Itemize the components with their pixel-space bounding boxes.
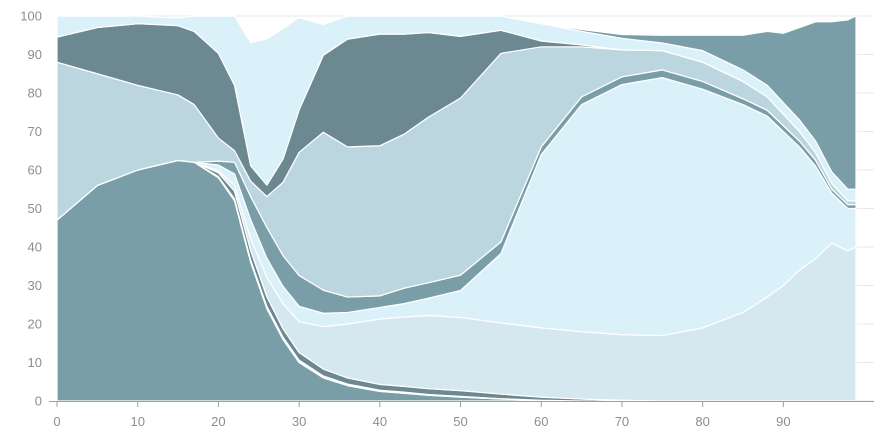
y-tick-label-20: 20 [28, 317, 42, 332]
x-tick-label-30: 30 [292, 414, 306, 429]
x-axis [49, 401, 874, 407]
y-tick-label-40: 40 [28, 240, 42, 255]
x-tick-label-90: 90 [776, 414, 790, 429]
x-axis-labels: 0 10 20 30 40 50 60 70 80 90 [53, 414, 790, 429]
y-tick-label-60: 60 [28, 163, 42, 178]
y-tick-label-50: 50 [28, 201, 42, 216]
x-tick-label-50: 50 [453, 414, 467, 429]
area-bands [57, 16, 856, 401]
y-tick-label-100: 100 [20, 9, 42, 24]
y-tick-label-10: 10 [28, 355, 42, 370]
x-tick-label-70: 70 [615, 414, 629, 429]
y-tick-label-90: 90 [28, 47, 42, 62]
x-tick-label-60: 60 [534, 414, 548, 429]
y-tick-label-30: 30 [28, 278, 42, 293]
y-axis-labels: 0 10 20 30 40 50 60 70 80 90 100 [20, 9, 42, 409]
y-tick-label-70: 70 [28, 124, 42, 139]
x-tick-label-40: 40 [373, 414, 387, 429]
x-tick-label-80: 80 [695, 414, 709, 429]
x-tick-label-0: 0 [53, 414, 60, 429]
y-tick-label-0: 0 [35, 394, 42, 409]
x-tick-label-20: 20 [211, 414, 225, 429]
x-tick-label-10: 10 [130, 414, 144, 429]
y-tick-label-80: 80 [28, 86, 42, 101]
